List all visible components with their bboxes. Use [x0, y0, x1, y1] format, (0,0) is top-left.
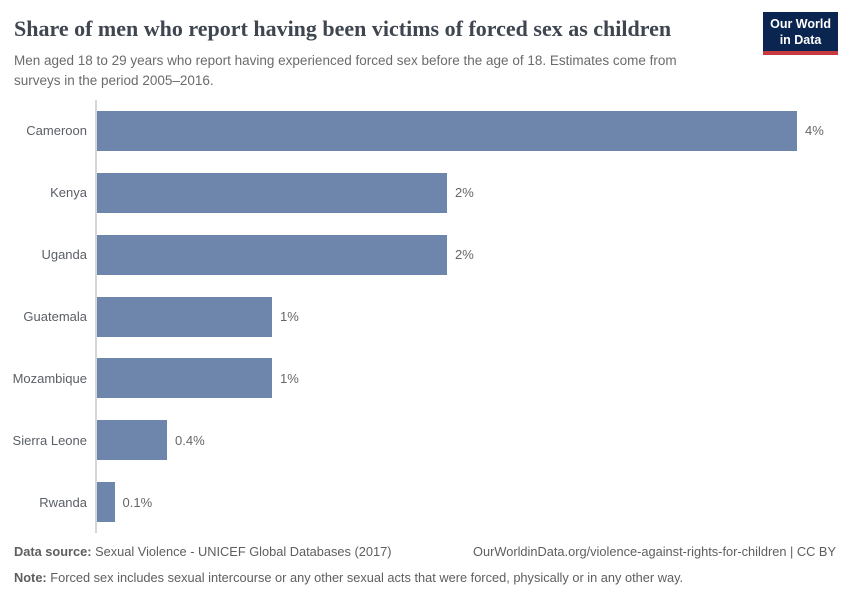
- category-label: Cameroon: [26, 123, 87, 139]
- value-label: 1%: [280, 309, 299, 324]
- data-source: Data source: Sexual Violence - UNICEF Gl…: [14, 544, 391, 561]
- note: Note: Forced sex includes sexual interco…: [14, 570, 836, 587]
- value-label: 0.1%: [122, 494, 153, 510]
- bar-track: 1%: [95, 285, 836, 348]
- bar-row: Cameroon 4%: [0, 100, 836, 162]
- bar-row: Uganda 2%: [0, 223, 836, 286]
- bar[interactable]: [97, 420, 167, 461]
- bar-track: 2%: [95, 223, 836, 286]
- chart-footer: Data source: Sexual Violence - UNICEF Gl…: [14, 544, 836, 586]
- category-label: Sierra Leone: [12, 432, 87, 448]
- bar-row: Sierra Leone 0.4%: [0, 409, 836, 472]
- chart-header: Share of men who report having been vict…: [0, 0, 850, 91]
- data-source-label: Data source:: [14, 544, 92, 559]
- value-label: 2%: [455, 247, 474, 263]
- chart-title: Share of men who report having been vict…: [14, 16, 672, 41]
- bar-track: 0.1%: [95, 471, 836, 534]
- category-label: Guatemala: [23, 309, 87, 324]
- bar[interactable]: [97, 234, 447, 275]
- bar[interactable]: [97, 110, 797, 151]
- category-label: Mozambique: [12, 370, 87, 386]
- category-label: Kenya: [50, 185, 87, 201]
- value-label: 0.4%: [175, 432, 205, 448]
- data-source-text: Sexual Violence - UNICEF Global Database…: [95, 544, 392, 559]
- owid-logo[interactable]: Our World in Data: [763, 12, 838, 56]
- bar-row: Kenya 2%: [0, 161, 836, 224]
- bar-track: 2%: [95, 161, 836, 224]
- category-label: Rwanda: [39, 494, 87, 510]
- bar[interactable]: [97, 358, 272, 399]
- note-label: Note:: [14, 569, 47, 585]
- attribution-link[interactable]: OurWorldinData.org/violence-against-righ…: [473, 544, 836, 559]
- bar[interactable]: [97, 172, 447, 213]
- chart-subtitle: Men aged 18 to 29 years who report havin…: [14, 53, 677, 88]
- bar-row: Rwanda 0.1%: [0, 471, 836, 534]
- owid-logo-line2: in Data: [779, 32, 822, 47]
- bar-track: 0.4%: [95, 409, 836, 472]
- bar-track: 1%: [95, 347, 836, 410]
- bar[interactable]: [97, 482, 115, 523]
- category-label: Uganda: [41, 247, 87, 263]
- value-label: 2%: [455, 185, 474, 201]
- bar[interactable]: [97, 296, 272, 337]
- bar-track: 4%: [95, 100, 836, 162]
- value-label: 4%: [805, 123, 824, 139]
- owid-logo-line1: Our World: [770, 17, 831, 31]
- bar-row: Mozambique 1%: [0, 347, 836, 410]
- footer-top-row: Data source: Sexual Violence - UNICEF Gl…: [14, 544, 836, 561]
- bar-row: Guatemala 1%: [0, 285, 836, 348]
- note-text: Forced sex includes sexual intercourse o…: [50, 569, 684, 585]
- bar-chart: Cameroon 4% Kenya 2% Uganda 2% Guatemala 1% Moza…: [0, 100, 836, 534]
- value-label: 1%: [280, 370, 299, 386]
